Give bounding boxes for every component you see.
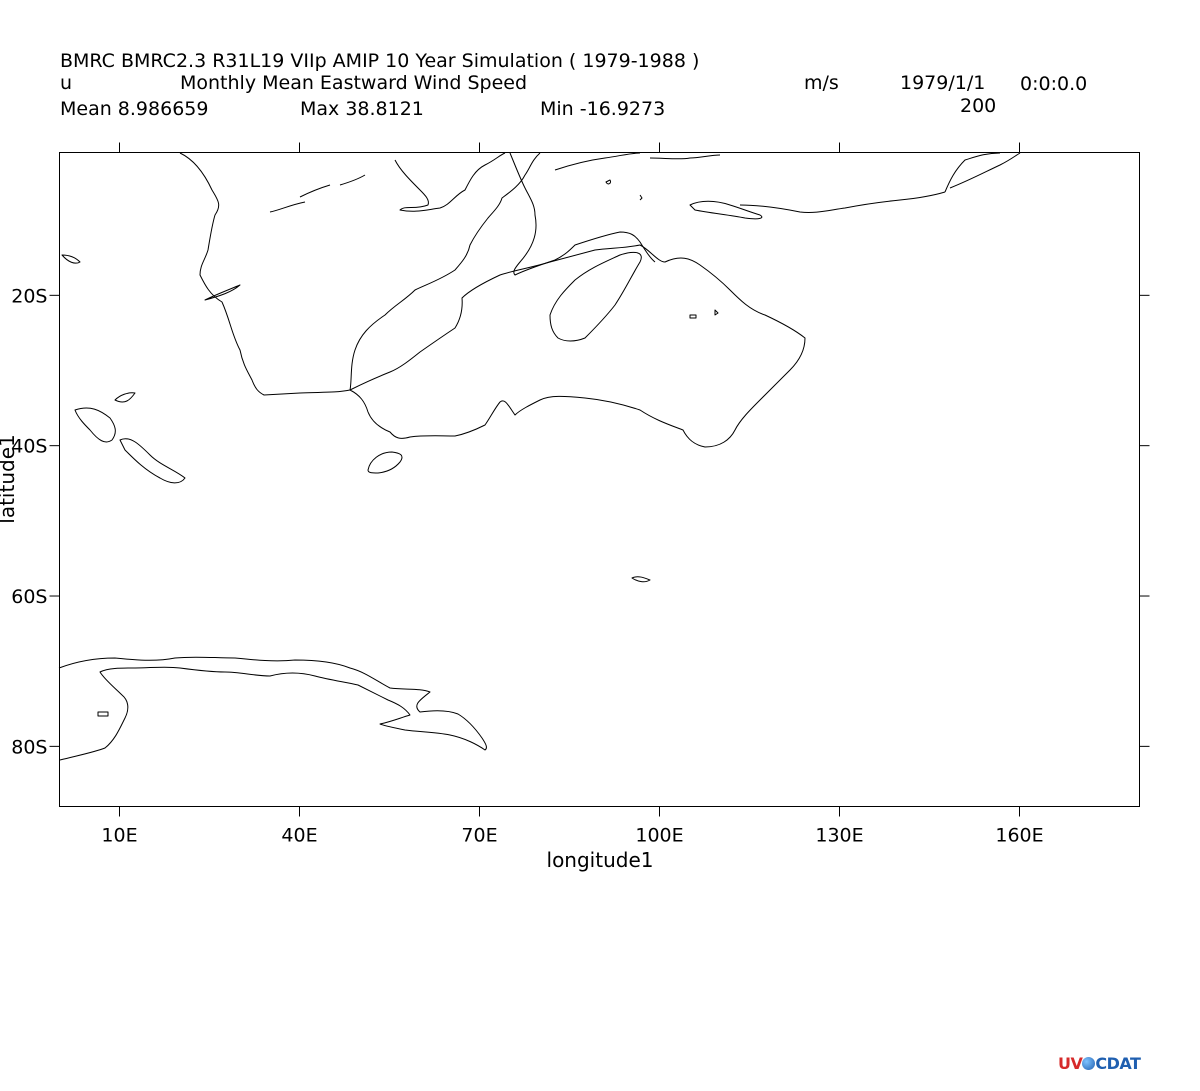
logo-text-b: CDAT — [1095, 1054, 1141, 1073]
coast-islands-small — [269, 174, 643, 213]
x-tick-label-5: 160E — [995, 825, 1043, 847]
coast-antarctica — [58, 656, 487, 761]
plot-title: BMRC BMRC2.3 R31L19 VIIp AMIP 10 Year Si… — [60, 50, 700, 72]
coast-island-madagascar — [367, 451, 403, 474]
units-label: m/s — [804, 72, 839, 94]
variable-name: u — [60, 72, 73, 94]
axis-ticks — [49, 142, 1150, 817]
x-tick-label-1: 40E — [281, 825, 317, 847]
coast-africa — [179, 152, 541, 396]
coast-west-islands — [61, 254, 241, 484]
level-label: 200 — [960, 95, 997, 117]
x-axis-label: longitude1 — [547, 848, 654, 872]
coast-southeast-asia — [554, 152, 721, 171]
x-tick-label-4: 130E — [815, 825, 863, 847]
map-frame — [59, 152, 1140, 807]
x-tick-label-2: 70E — [461, 825, 497, 847]
y-tick-label-0: 20S — [11, 285, 47, 307]
coast-small-islets — [631, 309, 719, 583]
y-tick-label-2: 60S — [11, 586, 47, 608]
uvcdat-logo: UV CDAT — [1058, 1054, 1141, 1073]
axis-tick-labels: 10E 40E 70E 100E 130E 160E 20S 40S 60S 80S — [11, 285, 1043, 846]
coast-asia-north — [394, 152, 506, 212]
x-tick-label-3: 100E — [635, 825, 683, 847]
min-label: Min -16.9273 — [540, 98, 666, 120]
plot-border — [59, 152, 1140, 807]
time-label: 0:0:0.0 — [1020, 73, 1088, 95]
variable-long-name: Monthly Mean Eastward Wind Speed — [180, 72, 528, 94]
y-tick-label-3: 80S — [11, 736, 47, 758]
logo-text-a: UV — [1058, 1054, 1083, 1073]
x-tick-label-0: 10E — [101, 825, 137, 847]
globe-icon — [1082, 1057, 1096, 1070]
coast-australia-inner — [549, 251, 642, 342]
mean-label: Mean 8.986659 — [60, 98, 209, 120]
coast-australia — [349, 244, 806, 448]
coastlines — [58, 152, 1021, 761]
coast-antarctic-islet — [97, 711, 109, 717]
y-tick-label-1: 40S — [11, 436, 47, 458]
max-label: Max 38.8121 — [300, 98, 424, 120]
y-axis-label: latitude1 — [0, 434, 19, 523]
coast-islands-indonesia — [689, 152, 1021, 220]
date-label: 1979/1/1 — [900, 72, 986, 94]
coast-india — [509, 152, 656, 276]
